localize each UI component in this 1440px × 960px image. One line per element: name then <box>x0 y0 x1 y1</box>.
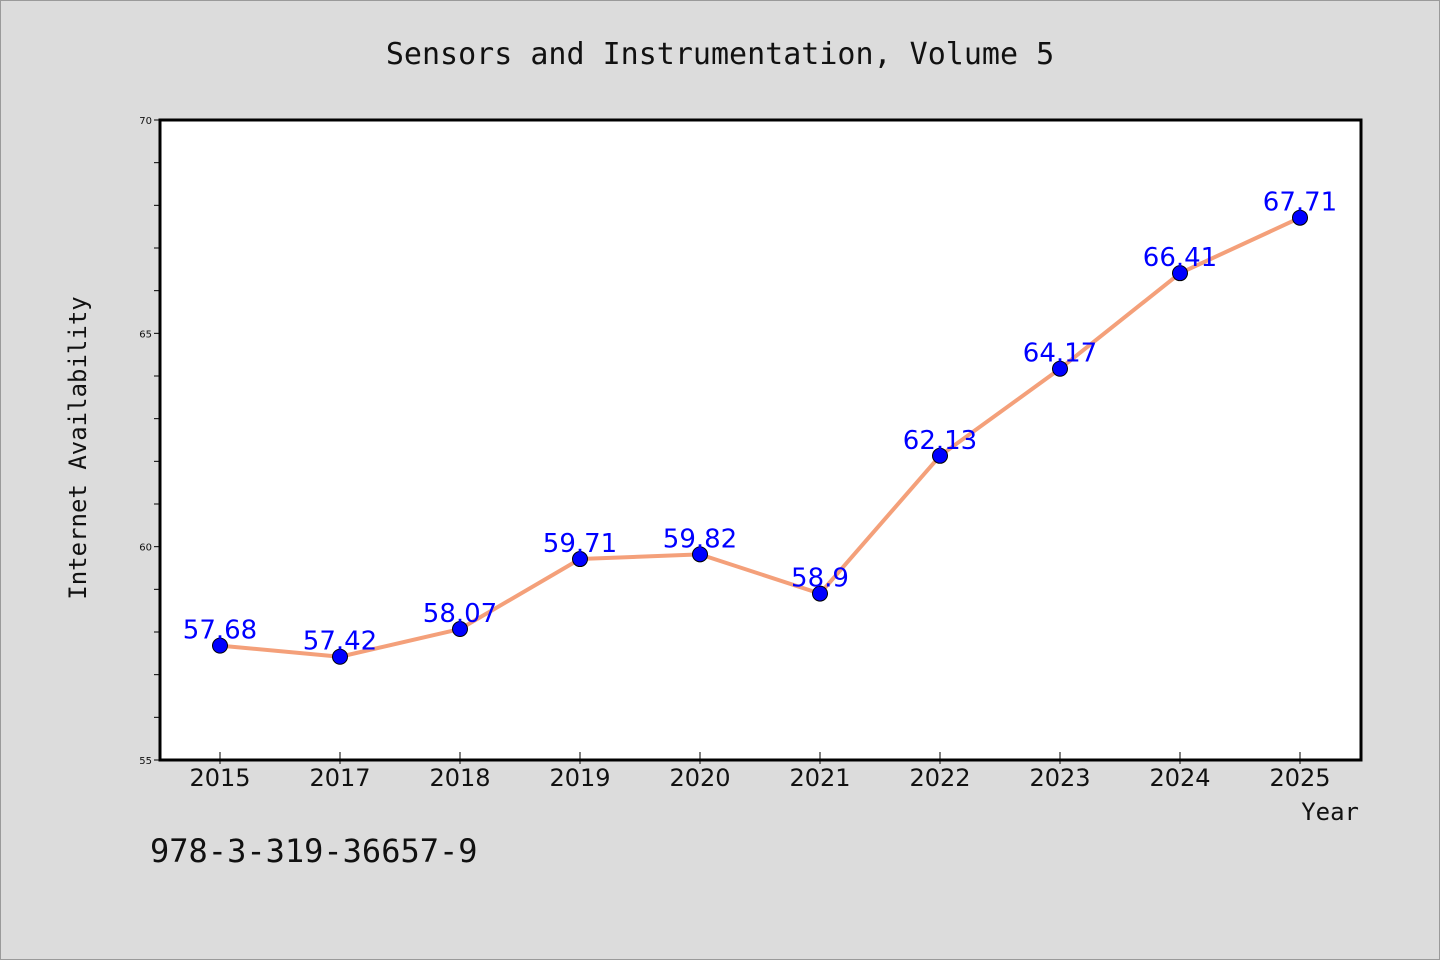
x-tick-label: 2025 <box>1269 764 1330 792</box>
x-tick-label: 2015 <box>189 764 250 792</box>
x-tick-label: 2021 <box>789 764 850 792</box>
data-point <box>1172 265 1188 282</box>
series-layer: 57.68 57.42 58.07 59.71 59.82 58.9 62.13 64.17 6… <box>183 188 1337 665</box>
series-line <box>219 215 1301 659</box>
data-label: 57.68 <box>183 616 257 646</box>
x-tick-label: 2024 <box>1149 764 1210 792</box>
y-axis-label: Internet Availability <box>64 296 92 599</box>
data-label: 59.71 <box>543 529 617 559</box>
x-axis: 2015 2017 2018 2019 2020 2021 2022 2023 2024 2025 <box>189 752 1331 792</box>
data-point <box>452 621 468 638</box>
data-point <box>1052 360 1068 377</box>
data-point <box>812 585 828 602</box>
y-axis: 55 60 65 70 <box>139 116 160 767</box>
x-tick-label: 2023 <box>1029 764 1090 792</box>
isbn-text: 978-3-319-36657-9 <box>150 832 478 870</box>
data-point <box>932 447 948 464</box>
x-tick-label: 2018 <box>429 764 490 792</box>
x-tick-label: 2017 <box>309 764 370 792</box>
y-tick-label: 60 <box>139 543 152 554</box>
data-point <box>332 648 348 665</box>
y-tick-label: 70 <box>139 116 152 127</box>
x-axis-label: Year <box>1301 798 1359 826</box>
data-point <box>572 551 588 568</box>
x-tick-label: 2019 <box>549 764 610 792</box>
data-label: 62.13 <box>903 426 977 456</box>
data-label: 67.71 <box>1263 188 1337 218</box>
y-tick-label: 55 <box>139 756 152 767</box>
data-point <box>692 546 708 563</box>
x-tick-label: 2022 <box>909 764 970 792</box>
data-label: 66.41 <box>1143 243 1217 273</box>
x-tick-label: 2020 <box>669 764 730 792</box>
data-label: 58.07 <box>423 599 497 629</box>
data-label: 59.82 <box>663 524 737 554</box>
chart-title: Sensors and Instrumentation, Volume 5 <box>386 37 1054 72</box>
y-tick-label: 65 <box>139 329 152 340</box>
data-label: 58.9 <box>791 564 849 594</box>
data-label: 57.42 <box>303 627 377 657</box>
data-label: 64.17 <box>1023 339 1097 369</box>
data-point <box>212 637 228 654</box>
data-point <box>1292 209 1308 226</box>
